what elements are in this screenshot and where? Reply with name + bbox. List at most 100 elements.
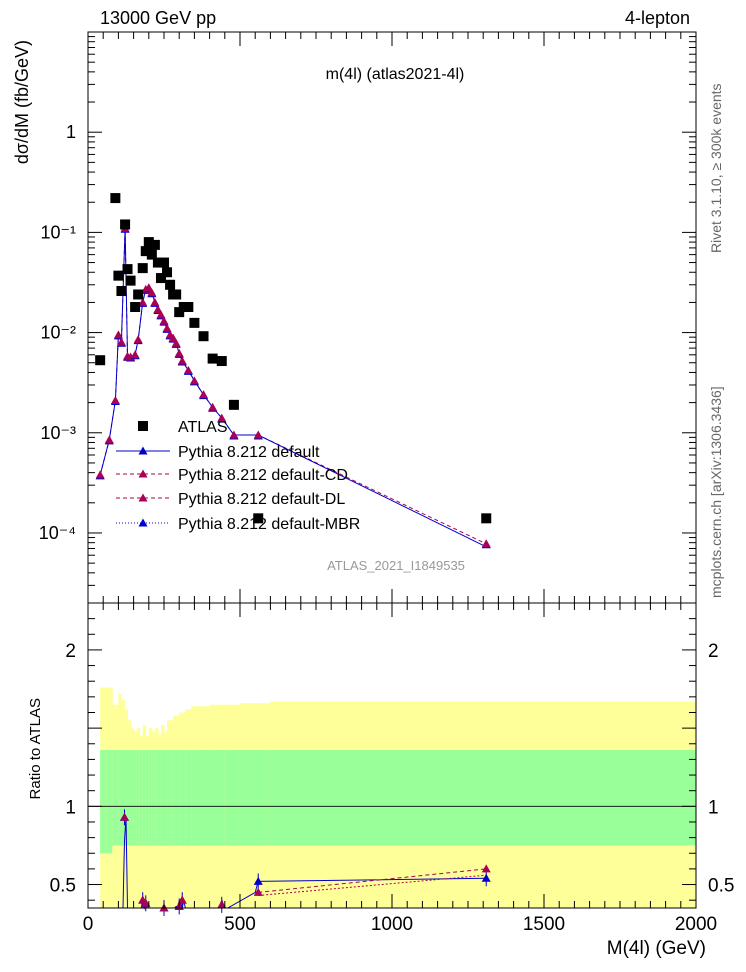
y-tick-label-main: 10⁻² <box>40 323 76 343</box>
band-inner <box>185 750 192 846</box>
atlas-data-point <box>116 286 127 297</box>
mc-point-variant <box>253 430 263 439</box>
atlas-data-point <box>152 257 163 268</box>
ratio-point-variant <box>217 900 227 909</box>
ratio-point-variant <box>253 887 263 896</box>
mc-point-variant <box>144 283 154 292</box>
mc-point-variant <box>95 470 105 479</box>
atlas-data-point <box>183 302 194 313</box>
atlas-data-point <box>216 356 227 367</box>
band-inner <box>100 750 107 854</box>
mc-point-variant <box>189 376 199 385</box>
mc-point-variant <box>199 390 209 399</box>
mc-point-variant <box>159 316 169 325</box>
analysis-label: ATLAS_2021_I1849535 <box>327 558 465 573</box>
mcplots-label: mcplots.cern.ch [arXiv:1306.3436] <box>708 386 724 598</box>
x-tick-label: 1500 <box>523 914 565 935</box>
header-right: 4-lepton <box>625 8 690 28</box>
atlas-data-point <box>113 270 124 281</box>
mc-curves <box>95 223 491 549</box>
mc-point-variant <box>116 337 126 346</box>
ratio-uncertainty-bands <box>100 687 697 908</box>
atlas-data-point <box>253 513 264 524</box>
band-inner <box>154 750 159 846</box>
legend-entry: Pythia 8.212 default-DL <box>178 491 345 508</box>
mc-point-variant <box>113 330 123 339</box>
band-inner <box>157 750 162 846</box>
mc-point-variant <box>217 413 227 422</box>
mc-point-variant <box>156 310 166 319</box>
atlas-data-point <box>481 513 492 524</box>
band-inner <box>124 750 129 846</box>
ratio-point-variant <box>177 895 187 904</box>
band-inner <box>173 750 180 846</box>
legend-marker <box>138 469 148 478</box>
mc-point-variant <box>208 402 218 411</box>
mc-point-variant <box>150 297 160 306</box>
atlas-data-point <box>143 237 154 248</box>
mc-point-variant <box>229 430 239 439</box>
atlas-data-point <box>171 289 182 300</box>
band-inner <box>139 750 144 846</box>
ratio-point-variant <box>481 864 491 873</box>
band-inner <box>270 750 697 846</box>
band-inner <box>191 750 198 846</box>
mc-point-variant <box>153 304 163 313</box>
mc-point-variant <box>171 338 181 347</box>
atlas-data-point <box>125 275 136 286</box>
y-tick-label-ratio-left: 2 <box>65 641 76 662</box>
y-tick-label-ratio-right: 2 <box>708 641 719 662</box>
mc-point-variant <box>162 323 172 332</box>
legend-marker <box>138 446 148 455</box>
y-tick-label-ratio-left: 0.5 <box>50 876 76 897</box>
atlas-data-point <box>110 193 121 204</box>
atlas-data-point <box>120 219 131 230</box>
band-inner <box>179 750 186 846</box>
band-inner <box>130 750 135 846</box>
band-inner <box>118 750 122 846</box>
atlas-data-points <box>95 193 492 524</box>
band-inner <box>106 750 113 854</box>
band-inner <box>145 750 150 846</box>
atlas-data-point <box>137 263 148 274</box>
atlas-data-point <box>122 264 133 275</box>
band-inner <box>224 750 241 846</box>
mc-point-variant <box>133 335 143 344</box>
atlas-data-point <box>159 257 169 268</box>
y-tick-label-main: 1 <box>66 122 76 142</box>
x-tick-label: 2000 <box>675 914 717 935</box>
band-inner <box>148 750 153 846</box>
y-tick-label-ratio-right: 0.5 <box>708 876 734 897</box>
atlas-data-point <box>155 273 166 284</box>
band-inner <box>121 750 125 846</box>
mc-point-variant <box>104 435 114 444</box>
atlas-data-point <box>165 279 176 290</box>
atlas-data-point <box>162 267 173 278</box>
legend-entry: ATLAS <box>178 419 228 436</box>
y-tick-label-ratio-left: 1 <box>65 797 76 818</box>
band-inner <box>167 750 171 846</box>
ratio-point-default <box>481 873 491 882</box>
band-inner <box>112 750 119 846</box>
header-left: 13000 GeV pp <box>100 8 216 28</box>
axis-ticks <box>87 32 697 908</box>
atlas-data-point <box>133 289 144 300</box>
mc-point-variant <box>174 348 184 357</box>
legend-entry: Pythia 8.212 default-MBR <box>178 516 360 533</box>
tick-labels: 0 500 1000 1500 2000 10⁻⁴ 10⁻³ 10⁻² 10⁻¹ 1 0.5 0.5 1… <box>39 122 735 935</box>
legend-entry: Pythia 8.212 default-CD <box>178 467 348 484</box>
y-tick-label-main: 10⁻³ <box>40 423 76 443</box>
plot-title: m(4l) (atlas2021-4l) <box>326 66 465 83</box>
ratio-point-default <box>253 876 263 885</box>
band-inner <box>197 750 211 846</box>
band-inner <box>127 750 132 846</box>
y-axis-label-ratio: Ratio to ATLAS <box>27 698 44 799</box>
rivet-label: Rivet 3.1.10, ≥ 300k events <box>708 83 724 253</box>
atlas-data-point <box>140 246 151 257</box>
legend-marker <box>138 493 148 502</box>
atlas-data-point <box>174 307 185 318</box>
band-inner <box>170 750 174 846</box>
mc-point-variant <box>177 356 187 365</box>
atlas-data-point <box>149 239 160 250</box>
